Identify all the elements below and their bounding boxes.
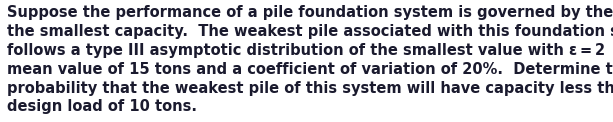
Text: the smallest capacity.  The weakest pile associated with this foundation system: the smallest capacity. The weakest pile … (7, 24, 613, 39)
Text: Suppose the performance of a pile foundation system is governed by the pile with: Suppose the performance of a pile founda… (7, 5, 613, 20)
Text: probability that the weakest pile of this system will have capacity less than th: probability that the weakest pile of thi… (7, 81, 613, 96)
Text: mean value of 15 tons and a coefficient of variation of 20%.  Determine the: mean value of 15 tons and a coefficient … (7, 62, 613, 77)
Text: follows a type III asymptotic distribution of the smallest value with ε = 2  ton: follows a type III asymptotic distributi… (7, 43, 613, 58)
Text: design load of 10 tons.: design load of 10 tons. (7, 99, 197, 114)
